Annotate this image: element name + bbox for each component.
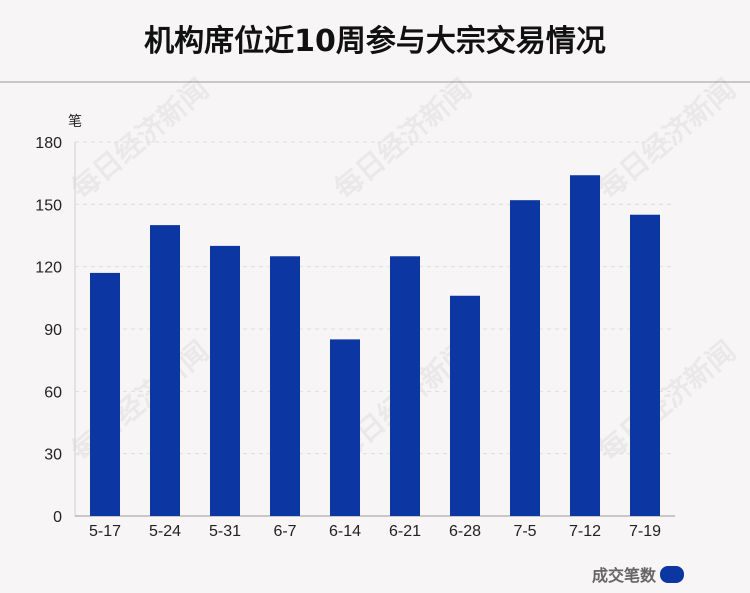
chart-title: 机构席位近10周参与大宗交易情况 [144, 24, 606, 59]
x-tick-label: 6-21 [389, 523, 421, 540]
legend-label: 成交笔数 [592, 566, 657, 585]
x-tick-label: 7-5 [513, 523, 536, 540]
x-tick-label: 7-12 [569, 523, 601, 540]
bar [270, 256, 300, 516]
legend: 成交笔数 [592, 563, 685, 585]
x-tick-label: 5-31 [209, 523, 241, 540]
bar [510, 200, 540, 516]
bar [210, 245, 240, 516]
y-tick-label: 90 [44, 322, 62, 339]
y-axis-label: 笔 [68, 114, 82, 130]
bar [90, 272, 120, 516]
legend-swatch [660, 565, 685, 583]
y-tick-label: 30 [44, 447, 62, 464]
x-tick-label: 6-14 [329, 523, 361, 540]
x-tick-label: 6-28 [449, 523, 481, 540]
y-tick-label: 60 [44, 384, 62, 401]
x-tick-label: 7-19 [629, 523, 661, 540]
title-divider [0, 81, 750, 83]
y-tick-label: 0 [53, 509, 62, 526]
x-tick-label: 5-17 [89, 523, 121, 540]
y-tick-label: 150 [35, 197, 62, 214]
bar [570, 175, 600, 516]
bar [630, 214, 660, 516]
y-tick-label: 120 [35, 260, 62, 277]
y-tick-label: 180 [35, 135, 62, 152]
x-tick-label: 6-7 [273, 523, 296, 540]
x-tick-label: 5-24 [149, 523, 181, 540]
bar [390, 256, 420, 516]
bar [450, 295, 480, 516]
bar [150, 225, 180, 516]
bar [330, 339, 360, 516]
